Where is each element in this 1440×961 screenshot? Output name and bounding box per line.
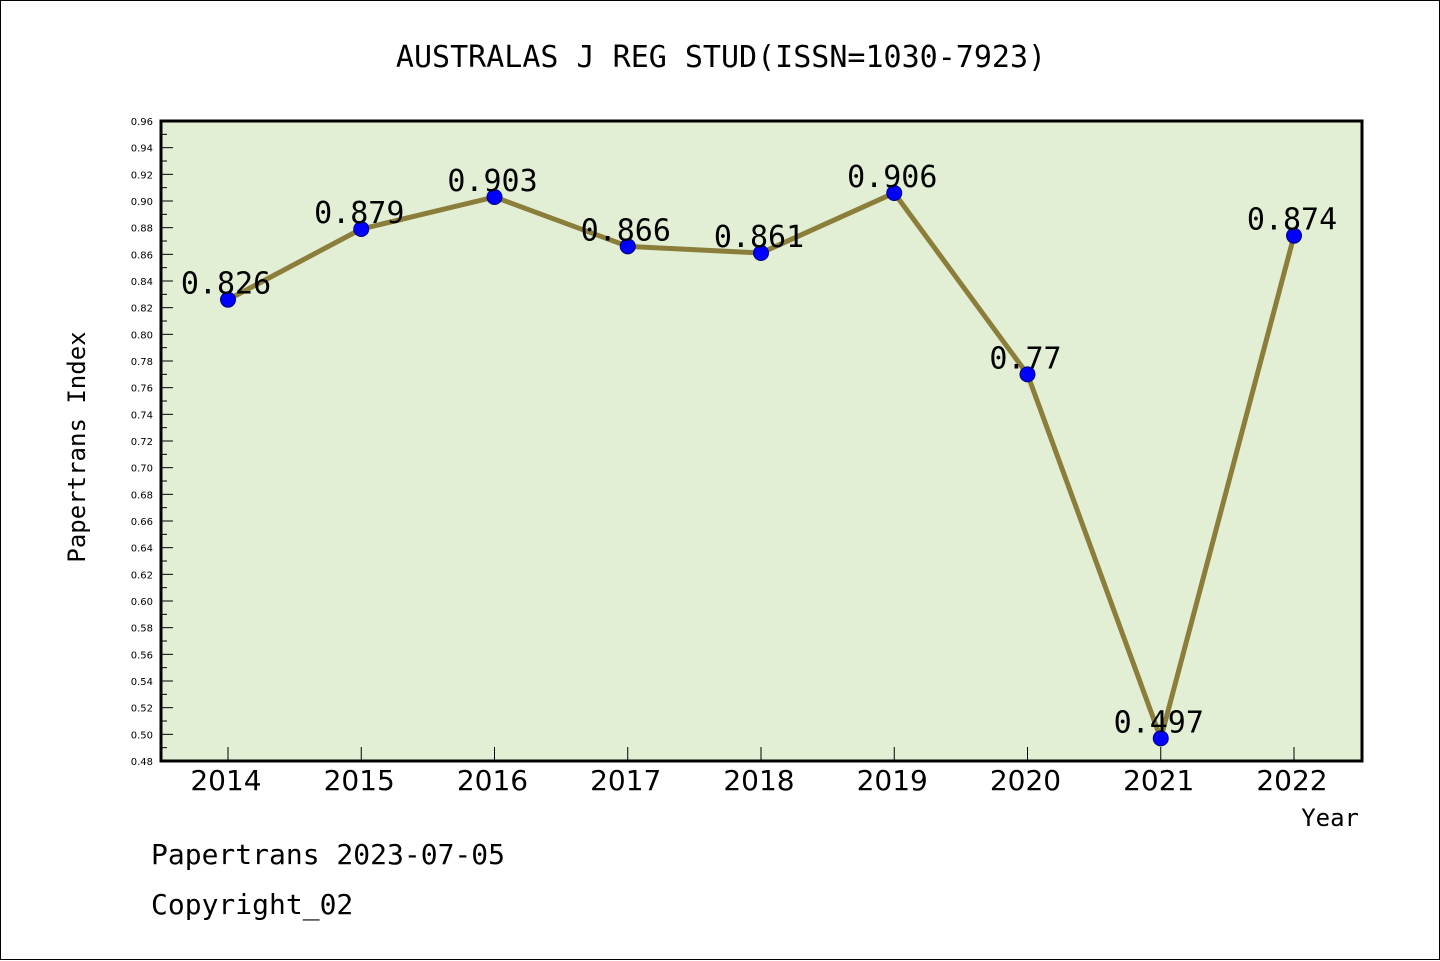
plot-border — [159, 119, 1364, 763]
y-tick-label: 0.60 — [131, 597, 153, 608]
data-point-2015 — [353, 221, 370, 237]
y-tick-label: 0.50 — [131, 730, 153, 741]
y-tick-label: 0.68 — [131, 490, 153, 501]
x-tick-label: 2021 — [1123, 764, 1194, 797]
y-tick-label: 0.72 — [131, 437, 153, 448]
data-point-2017 — [619, 238, 636, 255]
data-point-2014 — [220, 291, 236, 308]
y-tick-label: 0.52 — [131, 704, 153, 715]
x-tick-label: 2022 — [1256, 764, 1327, 797]
y-tick-label: 0.74 — [131, 410, 153, 421]
data-label-2016: 0.903 — [447, 164, 537, 199]
data-label-2018: 0.861 — [714, 220, 804, 255]
x-axis-label: Year — [1301, 804, 1359, 832]
y-tick-label: 0.76 — [131, 384, 153, 395]
data-point-2022 — [1286, 227, 1302, 244]
data-point-2021 — [1152, 730, 1169, 747]
x-tick-label: 2018 — [723, 764, 794, 797]
y-axis: 0.48 0.50 0.52 0.54 0.56 0.58 0.60 0.62 0.64 0.66… — [131, 117, 173, 768]
y-tick-label: 0.90 — [131, 197, 153, 208]
footer-copyright: Copyright_02 — [151, 888, 353, 922]
y-axis-label: Papertrans Index — [63, 331, 91, 562]
y-tick-label: 0.86 — [131, 250, 153, 261]
y-tick-label: 0.62 — [131, 570, 153, 581]
series-markers — [220, 185, 1302, 747]
data-labels: 0.826 0.879 0.903 0.866 0.861 0.906 0.77 0.497 0… — [181, 160, 1337, 740]
y-tick-label: 0.58 — [131, 624, 153, 635]
data-point-2016 — [486, 189, 503, 205]
y-tick-label: 0.56 — [131, 650, 153, 661]
y-tick-label: 0.48 — [131, 757, 153, 768]
x-tick-label: 2014 — [190, 764, 261, 797]
data-label-2020: 0.77 — [989, 341, 1061, 376]
y-tick-label: 0.66 — [131, 517, 153, 528]
x-tick-label: 2020 — [990, 764, 1061, 797]
y-tick-label: 0.82 — [131, 304, 153, 315]
y-tick-label: 0.96 — [131, 117, 153, 128]
data-point-2018 — [753, 245, 769, 261]
x-tick-label: 2015 — [324, 764, 395, 797]
x-tick-label: 2017 — [590, 764, 661, 797]
y-tick-label: 0.92 — [131, 170, 153, 181]
y-tick-label: 0.70 — [131, 464, 153, 475]
data-label-2017: 0.866 — [581, 213, 671, 248]
y-tick-label: 0.54 — [131, 677, 153, 688]
data-point-2019 — [886, 185, 903, 201]
y-tick-label: 0.88 — [131, 224, 153, 235]
y-tick-label: 0.80 — [131, 330, 153, 341]
data-label-2014: 0.826 — [181, 267, 271, 302]
data-label-2021: 0.497 — [1114, 705, 1204, 740]
y-tick-label: 0.64 — [131, 544, 153, 555]
data-label-2022: 0.874 — [1247, 203, 1337, 238]
x-axis: 2014 2015 2016 2017 2018 2019 2020 2021 2022 — [190, 747, 1328, 797]
data-label-2015: 0.879 — [314, 196, 404, 231]
x-tick-label: 2016 — [457, 764, 528, 797]
y-tick-label: 0.78 — [131, 357, 153, 368]
y-tick-label: 0.84 — [131, 277, 153, 288]
chart-title: AUSTRALAS J REG STUD(ISSN=1030-7923) — [396, 40, 1046, 75]
data-point-2020 — [1019, 366, 1036, 383]
footer-date: Papertrans 2023-07-05 — [151, 838, 505, 871]
x-tick-label: 2019 — [857, 764, 928, 797]
y-tick-label: 0.94 — [131, 144, 153, 155]
data-label-2019: 0.906 — [847, 160, 937, 195]
